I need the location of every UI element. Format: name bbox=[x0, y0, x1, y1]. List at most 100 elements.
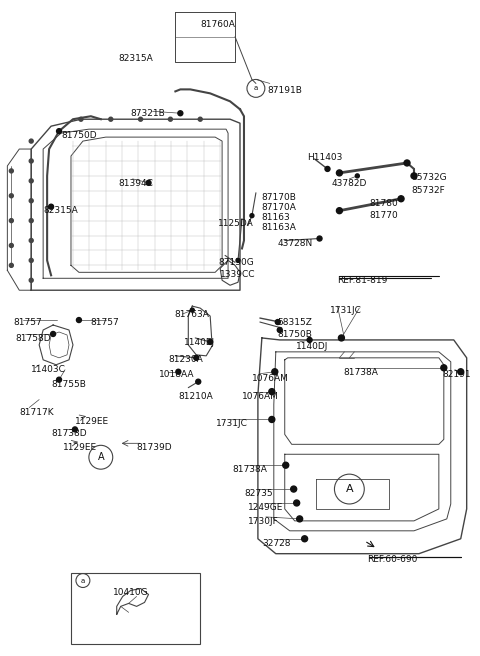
Text: 87170A: 87170A bbox=[262, 203, 297, 212]
Circle shape bbox=[325, 167, 330, 171]
Circle shape bbox=[176, 369, 181, 374]
Circle shape bbox=[9, 243, 13, 247]
Circle shape bbox=[272, 369, 278, 375]
Text: 1731JC: 1731JC bbox=[216, 419, 248, 428]
Circle shape bbox=[411, 173, 417, 179]
Text: A: A bbox=[97, 452, 104, 462]
Circle shape bbox=[194, 356, 199, 360]
Text: 81230A: 81230A bbox=[168, 355, 203, 364]
Text: 81758D: 81758D bbox=[15, 334, 51, 343]
Circle shape bbox=[9, 169, 13, 173]
Text: 81750D: 81750D bbox=[61, 131, 96, 140]
Text: 11403C: 11403C bbox=[31, 365, 66, 374]
Text: 1731JC: 1731JC bbox=[329, 306, 361, 315]
Circle shape bbox=[57, 377, 61, 382]
Circle shape bbox=[9, 263, 13, 268]
Text: 81394C: 81394C bbox=[119, 179, 154, 188]
Text: H11403: H11403 bbox=[308, 153, 343, 162]
Text: 87321B: 87321B bbox=[131, 110, 166, 118]
Text: 43782D: 43782D bbox=[332, 179, 367, 188]
Text: 81163A: 81163A bbox=[262, 222, 297, 232]
Circle shape bbox=[76, 318, 82, 323]
Circle shape bbox=[276, 319, 280, 325]
Circle shape bbox=[236, 258, 240, 262]
Text: 1125DA: 1125DA bbox=[218, 218, 254, 228]
Text: 82191: 82191 bbox=[443, 370, 471, 379]
Circle shape bbox=[29, 258, 33, 262]
Circle shape bbox=[72, 427, 77, 432]
Circle shape bbox=[109, 117, 113, 121]
Text: 81757: 81757 bbox=[13, 318, 42, 327]
Circle shape bbox=[190, 308, 194, 312]
Text: 1140DJ: 1140DJ bbox=[296, 342, 328, 351]
Text: 81755B: 81755B bbox=[51, 380, 86, 389]
Text: A: A bbox=[346, 484, 353, 494]
Circle shape bbox=[336, 208, 342, 214]
Text: 81738A: 81738A bbox=[343, 368, 378, 377]
Text: 85732F: 85732F bbox=[411, 186, 445, 195]
Text: 82315A: 82315A bbox=[43, 206, 78, 215]
Circle shape bbox=[269, 388, 275, 395]
Circle shape bbox=[48, 204, 54, 209]
Circle shape bbox=[9, 194, 13, 197]
Text: 81757: 81757 bbox=[91, 318, 120, 327]
Circle shape bbox=[277, 327, 282, 333]
Circle shape bbox=[269, 417, 275, 422]
Text: 81763A: 81763A bbox=[174, 310, 209, 319]
Text: 82735: 82735 bbox=[244, 489, 273, 498]
Circle shape bbox=[441, 365, 447, 371]
Text: 1018AA: 1018AA bbox=[158, 370, 194, 379]
Circle shape bbox=[355, 174, 360, 178]
Text: 81750B: 81750B bbox=[278, 330, 312, 339]
Circle shape bbox=[307, 337, 312, 342]
Text: 81770: 81770 bbox=[369, 211, 398, 220]
Text: 1076AM: 1076AM bbox=[252, 374, 289, 382]
Circle shape bbox=[291, 486, 297, 492]
Circle shape bbox=[250, 214, 254, 218]
Text: 1129EE: 1129EE bbox=[63, 443, 97, 453]
Text: a: a bbox=[81, 577, 85, 584]
Circle shape bbox=[301, 536, 308, 542]
Circle shape bbox=[57, 129, 61, 134]
Circle shape bbox=[50, 331, 56, 337]
Circle shape bbox=[196, 379, 201, 384]
Text: 81780: 81780 bbox=[369, 199, 398, 208]
Circle shape bbox=[146, 180, 151, 186]
Text: 81210A: 81210A bbox=[179, 392, 213, 401]
Text: a: a bbox=[254, 85, 258, 91]
Circle shape bbox=[29, 139, 33, 143]
Circle shape bbox=[208, 339, 213, 344]
Circle shape bbox=[283, 462, 288, 468]
Text: 10410G: 10410G bbox=[113, 588, 148, 598]
Text: 81717K: 81717K bbox=[19, 407, 54, 417]
Text: 85732G: 85732G bbox=[411, 173, 446, 182]
Circle shape bbox=[9, 218, 13, 222]
Circle shape bbox=[178, 111, 183, 115]
Text: 81738A: 81738A bbox=[232, 465, 267, 474]
Circle shape bbox=[29, 159, 33, 163]
Text: 1249GE: 1249GE bbox=[248, 503, 283, 512]
Circle shape bbox=[29, 199, 33, 203]
Circle shape bbox=[139, 117, 143, 121]
Circle shape bbox=[294, 500, 300, 506]
Text: 87130G: 87130G bbox=[218, 258, 254, 268]
Text: 1140EJ: 1140EJ bbox=[184, 338, 216, 347]
Text: 82315A: 82315A bbox=[119, 54, 154, 62]
Circle shape bbox=[336, 170, 342, 176]
Text: 1730JF: 1730JF bbox=[248, 517, 279, 526]
Text: 1129EE: 1129EE bbox=[75, 417, 109, 426]
Circle shape bbox=[398, 195, 404, 202]
Text: REF.81-819: REF.81-819 bbox=[337, 276, 388, 285]
Text: 81739D: 81739D bbox=[137, 443, 172, 453]
Text: 32728: 32728 bbox=[262, 539, 290, 548]
Text: 1339CC: 1339CC bbox=[220, 270, 256, 279]
Text: REF.60-690: REF.60-690 bbox=[367, 555, 418, 564]
Circle shape bbox=[404, 160, 410, 166]
Text: 81163: 81163 bbox=[262, 213, 290, 222]
Circle shape bbox=[29, 179, 33, 183]
Circle shape bbox=[297, 516, 302, 522]
Text: 81738D: 81738D bbox=[51, 430, 87, 438]
Circle shape bbox=[338, 335, 344, 341]
Circle shape bbox=[29, 218, 33, 222]
Text: 1076AM: 1076AM bbox=[242, 392, 279, 401]
